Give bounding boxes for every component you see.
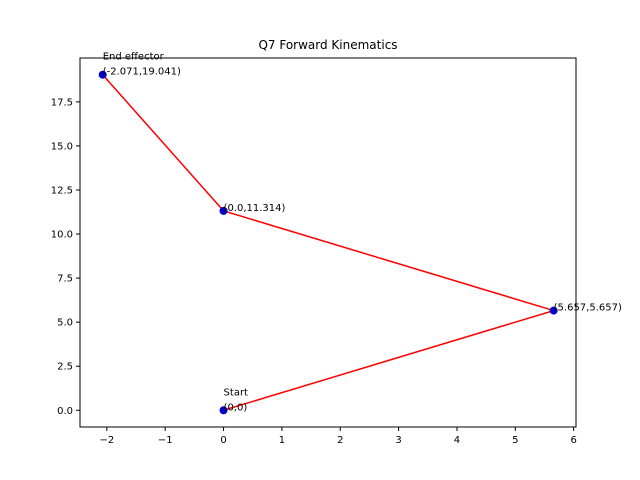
y-tick-label: 15.0 [51,141,73,152]
chart-title: Q7 Forward Kinematics [258,38,397,52]
point-annotation: End effector [103,52,165,63]
y-tick-label: 12.5 [51,185,73,196]
y-tick-label: 7.5 [57,274,73,285]
x-tick-label: −1 [158,435,173,446]
axes-frame [79,57,577,428]
point-annotation: (-2.071,19.041) [103,67,181,78]
x-tick-label: −2 [99,435,114,446]
data-point [549,306,558,315]
x-tick-label: 6 [570,435,576,446]
data-point [219,206,228,215]
y-tick-label: 17.5 [51,97,73,108]
y-tick-label: 5.0 [57,318,73,329]
y-tick-label: 2.5 [57,362,73,373]
x-tick-label: 5 [512,435,518,446]
y-tick-label: 10.0 [51,230,73,241]
x-tick-label: 1 [279,435,285,446]
data-point [98,70,107,79]
point-annotation: (5.657,5.657) [554,303,622,314]
point-annotation: (0.0,11.314) [224,203,286,214]
y-tick-label: 0.0 [57,406,73,417]
plot-area: −2 −1 0 1 2 3 4 5 6 0.0 2.5 5.0 7.5 10.0 12.5 15.0 17.5 [51,97,577,446]
series-line [102,74,557,411]
data-point [219,406,228,415]
data-marks: Start (0,0) (5.657,5.657) (0.0,11.314) End e… [98,52,622,415]
x-tick-label: 2 [337,435,343,446]
point-annotation: (0,0) [224,402,248,413]
point-annotation: Start [224,387,249,398]
x-tick-label: 4 [454,435,460,446]
x-tick-label: 3 [395,435,401,446]
x-tick-label: 0 [220,435,226,446]
